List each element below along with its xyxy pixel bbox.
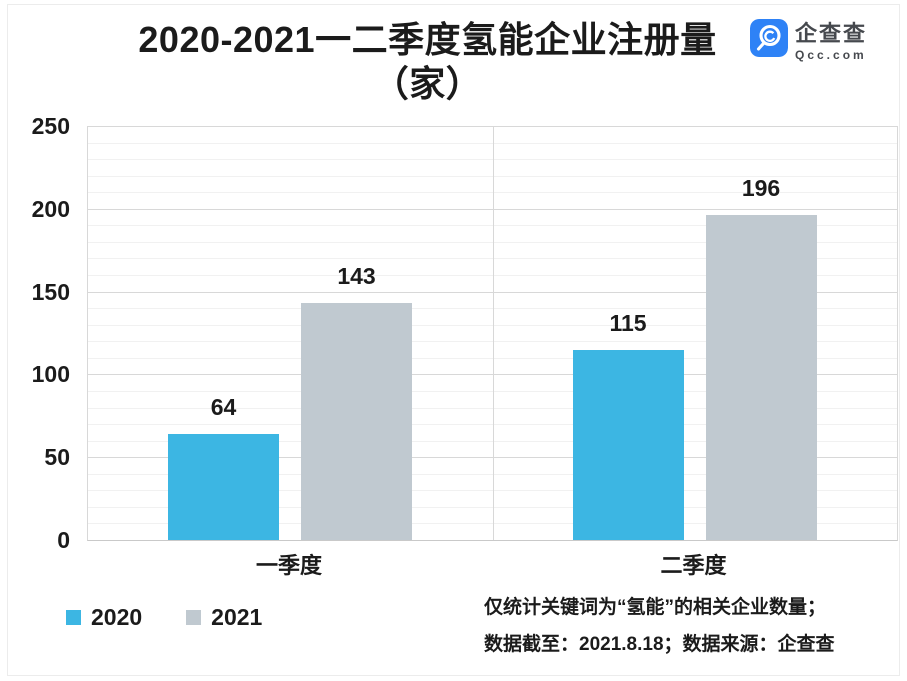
bar-value-2020-二季度: 115 <box>609 309 647 336</box>
bar-2020-二季度 <box>572 349 684 540</box>
plot-area: 64 143 115 196 <box>87 126 898 541</box>
bar-value-2021-二季度: 196 <box>741 175 781 202</box>
qcc-logo: 企查查 Qcc.com <box>750 19 867 62</box>
qcc-logo-name: 企查查 <box>795 21 868 46</box>
chart-title-line2: （家） <box>372 63 483 104</box>
y-tick-0: 0 <box>57 527 70 553</box>
legend: 2020 2021 <box>66 604 262 631</box>
qcc-logo-text: 企查查 Qcc.com <box>795 19 867 62</box>
category-divider-line <box>492 126 494 540</box>
footnote-line1: 仅统计关键词为“氢能”的相关企业数量； <box>484 597 827 618</box>
legend-swatch-2021 <box>186 610 202 625</box>
y-tick-50: 50 <box>44 444 70 471</box>
chart-title: 2020-2021一二季度氢能企业注册量 （家） <box>0 18 855 106</box>
qcc-logo-domain: Qcc.com <box>795 48 867 62</box>
y-axis: 0 50 100 150 200 250 <box>0 113 70 553</box>
y-tick-250: 250 <box>31 113 70 139</box>
y-tick-200: 200 <box>31 195 70 222</box>
bar-value-2020-一季度: 64 <box>210 394 237 421</box>
chart-title-line1: 2020-2021一二季度氢能企业注册量 <box>138 19 717 60</box>
legend-item-2020: 2020 <box>66 604 142 631</box>
qcc-magnifier-icon <box>750 19 788 57</box>
x-label-q1: 一季度 <box>255 553 322 578</box>
y-tick-150: 150 <box>31 278 70 305</box>
legend-label-2021: 2021 <box>211 604 263 630</box>
bar-2021-一季度 <box>301 303 412 540</box>
x-label-q2: 二季度 <box>660 553 727 578</box>
legend-item-2021: 2021 <box>186 604 262 631</box>
bar-value-2021-一季度: 143 <box>337 263 376 290</box>
bar-2020-一季度 <box>168 434 279 540</box>
footnote-line2: 数据截至：2021.8.18；数据来源：企查查 <box>484 634 835 655</box>
y-tick-100: 100 <box>31 361 70 388</box>
bar-2021-二季度 <box>705 215 817 540</box>
legend-swatch-2020 <box>66 610 81 625</box>
footnote: 仅统计关键词为“氢能”的相关企业数量； 数据截至：2021.8.18；数据来源：… <box>484 589 835 663</box>
legend-label-2020: 2020 <box>91 604 143 630</box>
